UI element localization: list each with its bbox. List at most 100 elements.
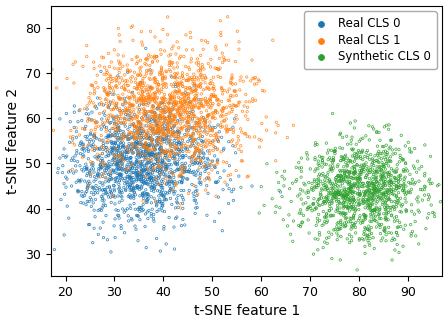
Real CLS 0 (173, 141, 181, 146)
Synthetic CLS 0 (354, 191, 361, 197)
Real CLS 1 (185, 96, 193, 101)
Real CLS 1 (225, 58, 232, 63)
Real CLS 0 (124, 137, 131, 142)
Synthetic CLS 0 (390, 205, 397, 210)
Real CLS 1 (158, 64, 165, 70)
Real CLS 0 (144, 143, 151, 148)
Real CLS 1 (168, 63, 175, 68)
Real CLS 1 (136, 66, 143, 71)
Synthetic CLS 0 (336, 179, 343, 184)
Real CLS 0 (169, 150, 177, 155)
Synthetic CLS 0 (329, 195, 336, 200)
Real CLS 1 (253, 81, 260, 87)
Real CLS 0 (131, 166, 138, 171)
Real CLS 0 (86, 181, 94, 186)
Synthetic CLS 0 (366, 169, 374, 175)
Real CLS 0 (179, 201, 186, 206)
Real CLS 0 (197, 173, 204, 178)
Real CLS 1 (173, 39, 181, 44)
Real CLS 1 (223, 123, 230, 129)
Real CLS 1 (137, 137, 144, 142)
Real CLS 1 (173, 102, 180, 108)
Synthetic CLS 0 (362, 205, 369, 210)
Synthetic CLS 0 (307, 166, 314, 171)
Synthetic CLS 0 (387, 172, 394, 177)
Real CLS 1 (218, 86, 225, 91)
Real CLS 0 (181, 169, 188, 175)
Real CLS 0 (145, 160, 152, 166)
Real CLS 0 (139, 165, 146, 170)
Real CLS 1 (190, 89, 197, 94)
Real CLS 1 (111, 105, 118, 110)
Synthetic CLS 0 (384, 188, 392, 193)
Real CLS 0 (151, 119, 159, 124)
Real CLS 0 (216, 210, 223, 215)
Real CLS 1 (143, 111, 150, 116)
Real CLS 1 (232, 144, 239, 149)
Synthetic CLS 0 (387, 208, 394, 213)
Real CLS 0 (187, 138, 194, 143)
Real CLS 0 (136, 119, 143, 124)
Synthetic CLS 0 (370, 163, 377, 168)
Synthetic CLS 0 (382, 217, 389, 222)
Real CLS 0 (179, 138, 186, 143)
Real CLS 1 (165, 100, 172, 105)
Real CLS 1 (159, 82, 167, 87)
Synthetic CLS 0 (328, 199, 336, 204)
Synthetic CLS 0 (302, 182, 309, 188)
Real CLS 0 (159, 201, 167, 206)
Real CLS 0 (148, 127, 155, 132)
Synthetic CLS 0 (340, 200, 348, 205)
Real CLS 1 (144, 145, 151, 151)
Real CLS 1 (191, 98, 198, 103)
Real CLS 0 (143, 194, 151, 199)
Real CLS 1 (98, 145, 105, 151)
Real CLS 1 (208, 127, 215, 132)
Real CLS 1 (91, 127, 99, 132)
Real CLS 1 (136, 110, 143, 116)
Real CLS 0 (159, 177, 167, 182)
Real CLS 0 (159, 160, 166, 166)
Synthetic CLS 0 (383, 238, 390, 243)
Synthetic CLS 0 (366, 236, 374, 241)
Real CLS 1 (170, 104, 177, 109)
Real CLS 1 (228, 139, 235, 144)
Synthetic CLS 0 (325, 235, 332, 240)
Real CLS 1 (190, 112, 197, 117)
Synthetic CLS 0 (350, 197, 357, 202)
Synthetic CLS 0 (343, 168, 350, 173)
Real CLS 0 (119, 149, 126, 155)
Synthetic CLS 0 (353, 162, 360, 167)
Real CLS 0 (141, 181, 148, 186)
Real CLS 1 (189, 47, 196, 52)
Real CLS 0 (113, 163, 120, 168)
Real CLS 1 (188, 141, 195, 146)
Synthetic CLS 0 (346, 196, 353, 201)
Real CLS 1 (201, 141, 208, 146)
Real CLS 1 (213, 147, 220, 152)
Real CLS 0 (88, 197, 95, 202)
Real CLS 1 (117, 75, 125, 80)
Real CLS 0 (166, 181, 173, 186)
Synthetic CLS 0 (378, 222, 385, 227)
Y-axis label: t-SNE feature 2: t-SNE feature 2 (5, 88, 20, 194)
Real CLS 1 (229, 137, 236, 143)
Real CLS 0 (38, 168, 45, 173)
Synthetic CLS 0 (346, 179, 353, 184)
Real CLS 0 (160, 224, 168, 229)
Real CLS 1 (143, 133, 151, 138)
Real CLS 0 (148, 185, 155, 191)
Real CLS 1 (113, 85, 121, 90)
Real CLS 1 (122, 101, 129, 106)
Real CLS 0 (149, 137, 156, 143)
Real CLS 0 (200, 151, 207, 156)
Real CLS 0 (145, 192, 152, 197)
Synthetic CLS 0 (324, 218, 331, 224)
Real CLS 0 (190, 191, 197, 196)
Synthetic CLS 0 (366, 183, 374, 188)
Real CLS 0 (84, 199, 91, 204)
Real CLS 1 (224, 129, 231, 134)
Synthetic CLS 0 (328, 168, 336, 174)
Real CLS 0 (220, 168, 228, 174)
Synthetic CLS 0 (359, 181, 366, 186)
